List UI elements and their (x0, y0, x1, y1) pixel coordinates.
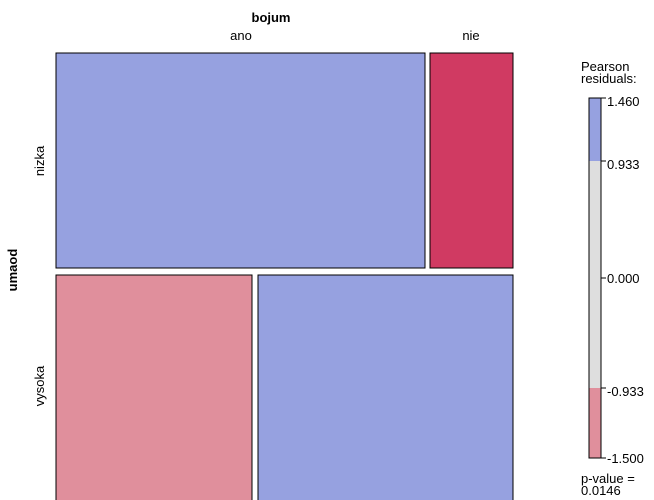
col-variable-label: bojum (252, 10, 291, 25)
legend-tick-label-neg0933: -0.933 (607, 384, 644, 399)
legend-tick-label-0000: 0.000 (607, 271, 640, 286)
legend-title-line2: residuals: (581, 71, 637, 86)
pvalue-label: p-value = (581, 471, 635, 486)
tile-nizka-nie (429, 52, 514, 269)
legend-band-neutral (589, 161, 601, 388)
row-level-vysoka: vysoka (32, 365, 47, 406)
legend-ticks: 1.460 0.933 0.000 -0.933 -1.500 (601, 94, 644, 466)
tile-vysoka-nie (257, 274, 514, 500)
tile-vysoka-ano (55, 274, 253, 500)
legend-tick-label-neg1500: -1.500 (607, 451, 644, 466)
legend-band-positive (589, 98, 601, 161)
mosaic-tiles (55, 52, 514, 500)
legend-tick-label-0933: 0.933 (607, 157, 640, 172)
legend-band-negative (589, 388, 601, 458)
row-level-nizka: nizka (32, 145, 47, 176)
legend-color-bar (588, 97, 602, 459)
tile-nizka-ano (55, 52, 426, 269)
legend-tick-label-1460: 1.460 (607, 94, 640, 109)
row-variable-label: umaod (5, 249, 20, 292)
pvalue-value: 0.0146 (581, 483, 621, 498)
col-level-ano: ano (230, 28, 252, 43)
col-level-nie: nie (462, 28, 479, 43)
legend-title-line1: Pearson (581, 59, 629, 74)
